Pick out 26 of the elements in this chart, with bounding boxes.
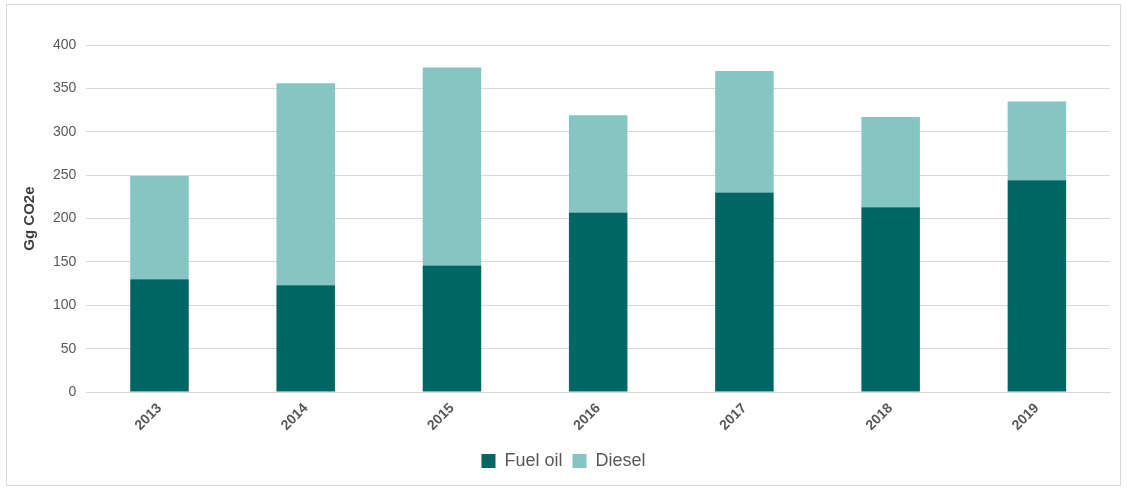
y-tick-label: 0 [68,382,77,399]
y-tick-label: 400 [53,35,77,52]
bar [422,67,482,266]
y-tick-label: 300 [53,122,77,139]
bar [1007,101,1067,181]
bar [861,207,920,392]
bar [861,117,920,208]
bar [715,71,774,193]
legend-label: Diesel [595,449,646,470]
bar [568,212,628,392]
bar [130,176,189,280]
y-axis-title: Gg CO2e [20,186,38,251]
bar [276,83,335,286]
y-tick-label: 150 [53,252,77,269]
y-tick-label: 250 [53,166,77,183]
y-tick-label: 350 [53,79,77,96]
y-tick-label: 100 [53,296,77,313]
bar [422,265,482,392]
bar [715,192,774,392]
y-tick-label: 200 [53,209,77,226]
bar [1007,180,1067,392]
bar [568,115,628,213]
bar [130,279,189,392]
y-tick-label: 50 [60,339,77,356]
bar [276,285,335,392]
legend-label: Fuel oil [504,449,563,470]
